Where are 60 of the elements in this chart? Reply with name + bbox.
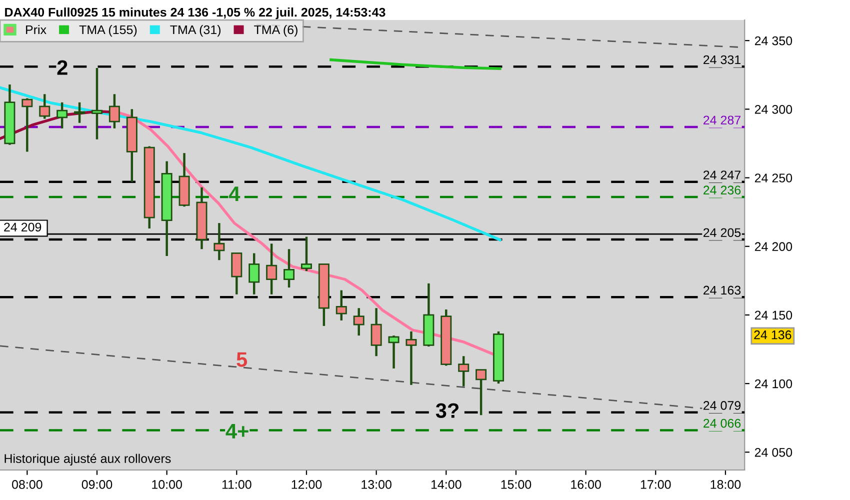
text: 24 136	[754, 330, 792, 340]
x-tick-label: 15:00	[501, 480, 532, 489]
ref-line-label: 24 331	[704, 55, 740, 64]
candlestick	[231, 252, 242, 296]
ref-line-label: 24 066	[704, 418, 741, 428]
y-tick-label: 24 250	[754, 174, 792, 182]
candlestick	[56, 101, 68, 130]
candlestick	[39, 92, 50, 120]
legend-label: Prix	[26, 25, 46, 34]
legend-label: TMA (6)	[254, 25, 298, 37]
x-tick-label: 13:00	[362, 480, 392, 489]
legend-label: TMA (31)	[170, 25, 220, 37]
candlestick	[476, 368, 487, 416]
x-tick-label: 12:00	[292, 480, 322, 489]
candlestick	[353, 307, 364, 337]
candlestick	[300, 236, 312, 272]
annotation: 3?	[436, 403, 458, 418]
ref-line-label: 24 236	[704, 186, 741, 195]
annotation: 4+	[226, 424, 248, 438]
annotation: 4	[228, 186, 240, 201]
candlestick	[74, 101, 86, 124]
chart-title: DAX40 Full0925 15 minutes 24 136 -1,05 % 22 juil. 2025, 14:53:43	[5, 8, 386, 20]
annotation: 2	[57, 60, 68, 75]
x-tick-label: 18:00	[710, 480, 741, 489]
x-tick-label: 17:00	[640, 480, 671, 489]
annotation: 5	[236, 352, 248, 367]
legend-label: TMA (155)	[79, 25, 137, 37]
candlestick	[284, 248, 295, 289]
y-tick-label: 24 350	[754, 36, 792, 46]
y-tick-label: 24 100	[754, 379, 792, 388]
ref-line-label: 24 079	[704, 401, 741, 410]
y-tick-label: 24 050	[754, 448, 792, 457]
ref-line-label: 24 209	[4, 222, 42, 232]
y-tick-label: 24 300	[754, 104, 792, 114]
ref-line-label: 24 247	[704, 170, 740, 180]
ref-line-label: 24 163	[704, 286, 741, 295]
x-tick-label: 08:00	[12, 480, 42, 489]
x-tick-label: 11:00	[222, 480, 252, 489]
candlestick	[248, 252, 260, 296]
candlestick	[406, 330, 417, 386]
line-series	[330, 58, 502, 70]
ref-line-label: 24 205	[704, 228, 741, 238]
candlestick	[370, 307, 382, 358]
candlestick	[266, 242, 278, 296]
candlestick	[336, 289, 347, 322]
x-tick-label: 09:00	[82, 480, 112, 489]
ref-line-label: 24 287	[704, 116, 740, 125]
y-tick-label: 24 150	[754, 310, 792, 320]
annotation: Historique ajusté aux rollovers	[4, 454, 171, 466]
x-tick-label: 16:00	[571, 480, 601, 489]
x-tick-label: 14:00	[431, 480, 462, 489]
x-tick-label: 10:00	[152, 480, 182, 489]
candlestick	[388, 334, 400, 370]
candlestick	[214, 222, 225, 262]
candlestick	[458, 355, 470, 388]
candlestick	[108, 92, 120, 130]
line-series	[0, 86, 502, 242]
candlestick	[22, 97, 33, 153]
y-tick-label: 24 200	[754, 242, 792, 252]
candlestick	[92, 66, 102, 140]
